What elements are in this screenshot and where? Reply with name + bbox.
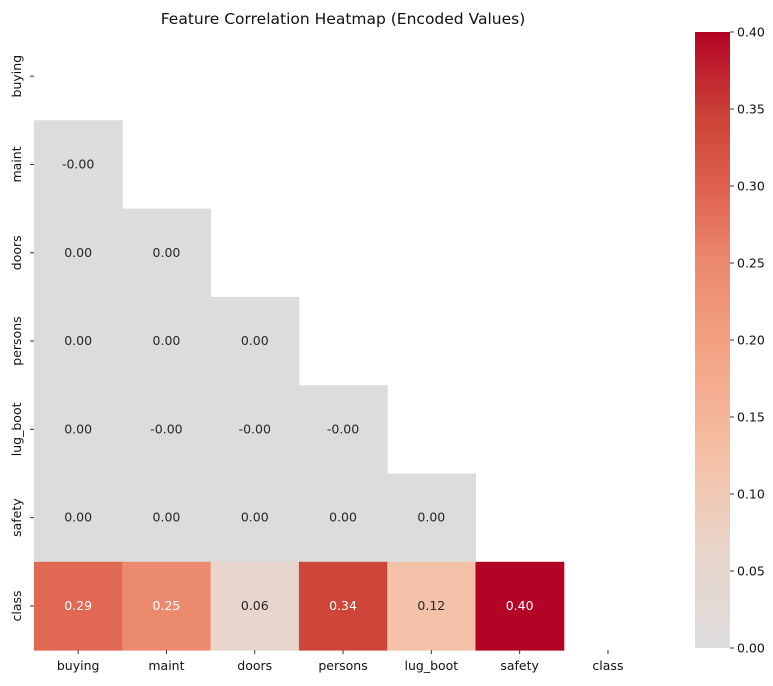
- chart-title: Feature Correlation Heatmap (Encoded Val…: [161, 10, 526, 28]
- y-tick-label: safety: [9, 498, 24, 537]
- heatmap-cell-class-persons: [298, 561, 388, 651]
- heatmap-cell-lug_boot-maint: [122, 385, 212, 474]
- heatmap-cell-class-safety: [475, 561, 565, 651]
- cell-value-label: 0.00: [329, 510, 357, 525]
- colorbar-tick-label: 0.35: [737, 102, 765, 117]
- colorbar-tick-label: 0.15: [737, 410, 765, 425]
- x-tick-label: buying: [57, 658, 100, 673]
- colorbar-gradient: [695, 32, 730, 648]
- heatmap-cell-class-buying: [34, 561, 123, 651]
- colorbar-tick-label: 0.25: [737, 256, 765, 271]
- y-tick-label: lug_boot: [9, 402, 24, 456]
- cell-value-label: 0.00: [241, 510, 269, 525]
- y-tick-label: persons: [9, 316, 24, 365]
- y-tick-label: maint: [9, 146, 24, 182]
- colorbar-tick-label: 0.05: [737, 564, 765, 579]
- heatmap-cell-labels: -0.00 0.00 0.00 0.00 0.00 0.00 0.00 -0.00 -0.00 -…: [62, 156, 534, 613]
- colorbar-tick-label: 0.30: [737, 179, 765, 194]
- cell-value-label: 0.25: [153, 598, 181, 613]
- colorbar-tick-label: 0.20: [737, 333, 765, 348]
- cell-value-label: -0.00: [150, 421, 182, 436]
- heatmap-cell-persons-doors: [210, 296, 300, 386]
- heatmap-cell-maint-buying: [34, 120, 123, 210]
- cell-value-label: -0.00: [239, 421, 271, 436]
- y-tick-label: doors: [9, 235, 24, 270]
- colorbar: 0.00 0.05 0.10 0.15 0.20 0.25 0.30 0.35 0.40: [695, 25, 765, 656]
- heatmap-cell-lug_boot-doors: [210, 385, 300, 474]
- x-tick-label: maint: [148, 658, 184, 673]
- cell-value-label: -0.00: [327, 421, 359, 436]
- heatmap-cell-safety-lug_boot: [387, 473, 476, 563]
- y-tick-label: class: [9, 590, 24, 621]
- heatmap-cell-persons-buying: [34, 296, 123, 386]
- heatmap-cell-class-doors: [210, 561, 300, 651]
- cell-value-label: 0.00: [417, 510, 445, 525]
- x-axis: buying maint doors persons lug_boot safety cla…: [57, 650, 623, 673]
- cell-value-label: 0.00: [64, 245, 92, 260]
- cell-value-label: 0.00: [153, 510, 181, 525]
- heatmap-cell-doors-buying: [34, 208, 123, 298]
- colorbar-tick-label: 0.10: [737, 487, 765, 502]
- heatmap-cell-safety-buying: [34, 473, 123, 563]
- cell-value-label: -0.00: [62, 156, 94, 171]
- cell-value-label: 0.00: [64, 510, 92, 525]
- cell-value-label: 0.00: [153, 245, 181, 260]
- x-tick-label: class: [592, 658, 623, 673]
- colorbar-tick-label: 0.40: [737, 25, 765, 40]
- cell-value-label: 0.00: [64, 333, 92, 348]
- colorbar-tick-label: 0.00: [737, 641, 765, 656]
- cell-value-label: 0.00: [153, 333, 181, 348]
- cell-value-label: 0.12: [417, 598, 445, 613]
- cell-value-label: 0.00: [241, 333, 269, 348]
- heatmap-cell-lug_boot-buying: [34, 385, 123, 474]
- heatmap-cell-safety-persons: [298, 473, 388, 563]
- x-tick-label: lug_boot: [404, 658, 458, 673]
- heatmap-cells: [34, 120, 565, 651]
- cell-value-label: 0.00: [64, 421, 92, 436]
- heatmap-cell-class-maint: [122, 561, 212, 651]
- cell-value-label: 0.29: [64, 598, 92, 613]
- heatmap-cell-doors-maint: [122, 208, 212, 298]
- x-tick-label: persons: [318, 658, 367, 673]
- heatmap-cell-class-lug_boot: [387, 561, 476, 651]
- heatmap-cell-safety-maint: [122, 473, 212, 563]
- cell-value-label: 0.06: [241, 598, 269, 613]
- x-tick-label: safety: [500, 658, 539, 673]
- y-tick-label: buying: [9, 55, 24, 98]
- heatmap-cell-lug_boot-persons: [298, 385, 388, 474]
- x-tick-label: doors: [237, 658, 272, 673]
- cell-value-label: 0.40: [506, 598, 534, 613]
- heatmap-cell-persons-maint: [122, 296, 212, 386]
- cell-value-label: 0.34: [329, 598, 357, 613]
- heatmap-cell-safety-doors: [210, 473, 300, 563]
